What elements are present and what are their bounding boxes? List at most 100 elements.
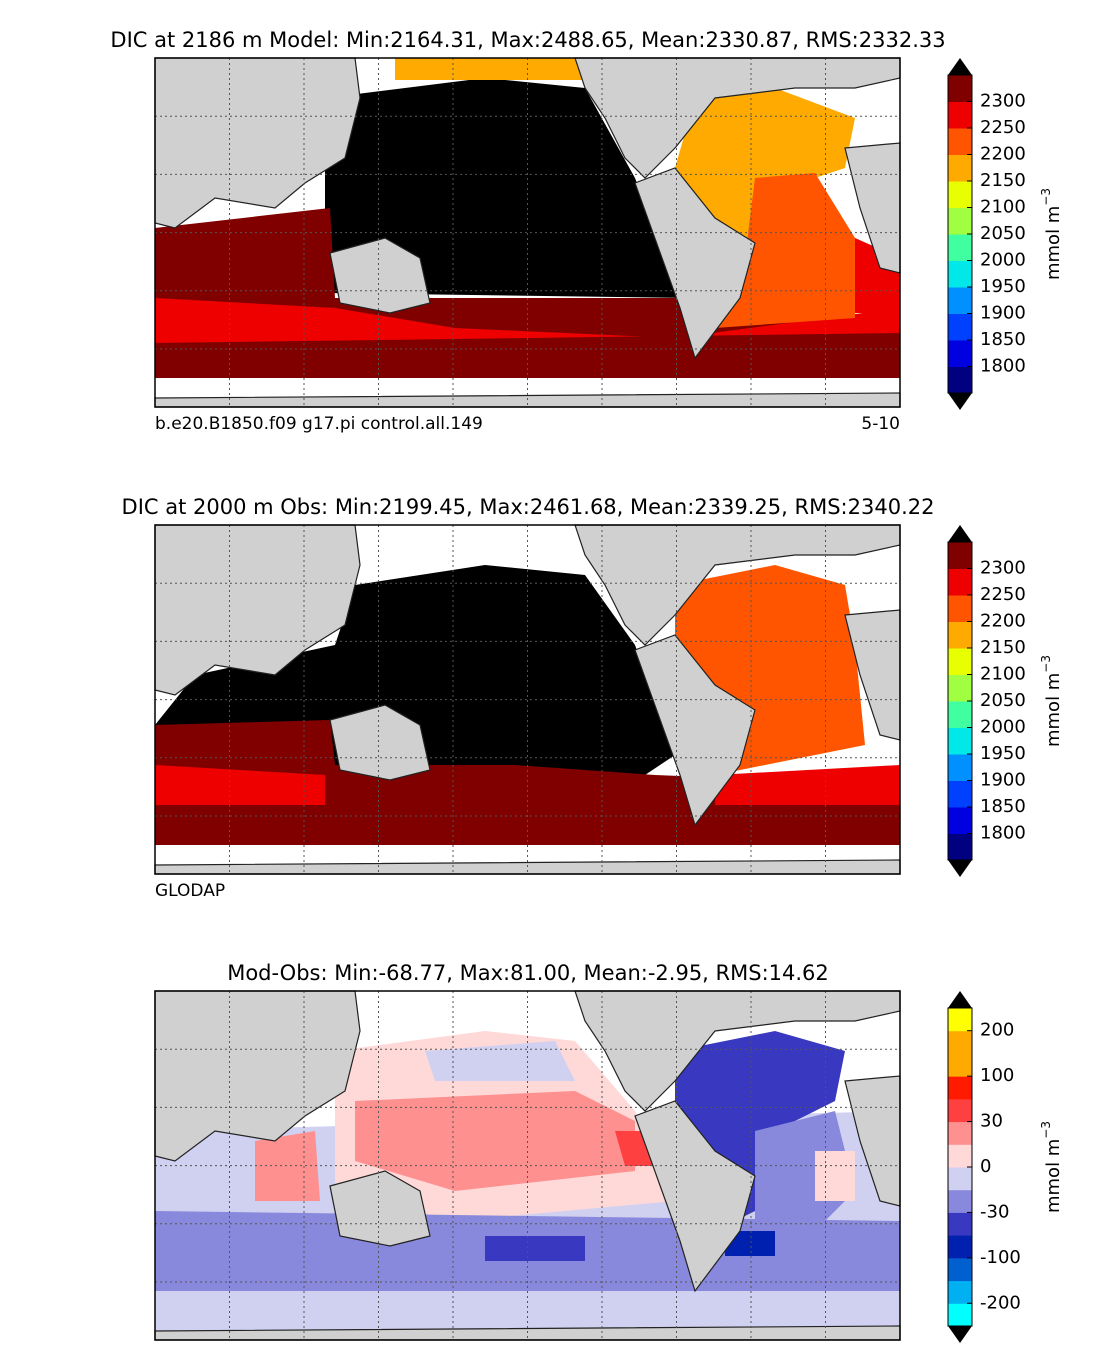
colorbar-tick-label: 2150	[980, 637, 1026, 658]
colorbar-segment	[948, 181, 972, 208]
colorbar-segment	[948, 1189, 972, 1213]
colorbar-tick-label: 2100	[980, 197, 1026, 218]
colorbar-segment	[948, 780, 972, 808]
colorbar-segment	[948, 1235, 972, 1259]
colorbar-tick-label: 2300	[980, 558, 1026, 579]
colorbar-segment	[948, 128, 972, 155]
colorbar-segment	[948, 1121, 972, 1145]
panel: DIC at 2186 m Model: Min:2164.31, Max:24…	[110, 28, 1064, 434]
ocean-field	[155, 765, 325, 805]
colorbar-segment	[948, 1144, 972, 1168]
colorbar-segment	[948, 1053, 972, 1077]
colorbar-segment	[948, 154, 972, 182]
colorbar-segment	[948, 1076, 972, 1100]
ocean-field	[155, 333, 900, 378]
colorbar-label: mmol m−3	[1039, 1121, 1065, 1213]
colorbar-segment	[948, 75, 972, 102]
ocean-field	[725, 1231, 775, 1256]
colorbar-label-unit: mmol m	[1043, 673, 1064, 747]
colorbar-tick-label: 1800	[980, 823, 1026, 844]
colorbar-tick-label: 1800	[980, 356, 1026, 377]
map	[154, 990, 901, 1341]
panel-title: DIC at 2000 m Obs: Min:2199.45, Max:2461…	[122, 495, 935, 519]
colorbar-segment	[948, 1212, 972, 1236]
colorbar-extend-top	[948, 525, 972, 542]
colorbar-tick-label: 2150	[980, 170, 1026, 191]
colorbar-extend-bottom	[948, 1326, 972, 1343]
colorbar-tick-label: 1900	[980, 770, 1026, 791]
colorbar-segment	[948, 727, 972, 755]
map-note: b.e20.B1850.f09 g17.pi control.all.149	[155, 414, 483, 434]
colorbar-tick-label: 2100	[980, 664, 1026, 685]
map-frame	[154, 524, 901, 875]
colorbar-segment	[948, 1098, 972, 1123]
ocean-field	[675, 88, 855, 248]
colorbar-tick-label: 30	[980, 1111, 1003, 1132]
colorbar-segment	[948, 207, 972, 235]
colorbar-segment	[948, 101, 972, 129]
colorbar-segment	[948, 807, 972, 834]
colorbar-extend-bottom	[948, 393, 972, 410]
panel-title: DIC at 2186 m Model: Min:2164.31, Max:24…	[110, 28, 945, 52]
colorbar-segment	[948, 701, 972, 728]
colorbar-segment	[948, 1167, 972, 1191]
colorbar-tick-label: 0	[980, 1156, 991, 1177]
colorbar-segment	[948, 260, 972, 288]
colorbar-segment	[948, 313, 972, 341]
colorbar-segment	[948, 287, 972, 314]
colorbar-segment	[948, 595, 972, 622]
colorbar-segment	[948, 1030, 972, 1054]
map	[154, 57, 901, 408]
ocean-field	[485, 1236, 585, 1261]
colorbar-segment	[948, 340, 972, 367]
colorbar-segment	[948, 568, 972, 596]
colorbar-segment	[948, 366, 972, 394]
colorbar-tick-label: 1950	[980, 743, 1026, 764]
colorbar-tick-label: 1900	[980, 303, 1026, 324]
colorbar-segment	[948, 234, 972, 261]
map-frame	[154, 57, 901, 408]
colorbar-tick-label: 1850	[980, 796, 1026, 817]
colorbar-tick-label: 100	[980, 1065, 1014, 1086]
colorbar-extend-top	[948, 991, 972, 1008]
colorbar-tick-label: 1850	[980, 329, 1026, 350]
colorbar-segment	[948, 674, 972, 702]
panel: DIC at 2000 m Obs: Min:2199.45, Max:2461…	[122, 495, 1064, 901]
colorbar-tick-label: 1950	[980, 276, 1026, 297]
colorbar-segment	[948, 1280, 972, 1304]
colorbar-tick-label: -30	[980, 1201, 1009, 1222]
colorbar-tick-label: 2050	[980, 223, 1026, 244]
colorbar-tick-label: 2200	[980, 611, 1026, 632]
map-frame	[154, 990, 901, 1341]
ocean-field	[715, 765, 900, 805]
colorbar-tick-label: 2000	[980, 717, 1026, 738]
ocean-field	[325, 78, 690, 308]
colorbar-tick-label: -200	[980, 1292, 1021, 1313]
colorbar-segment	[948, 648, 972, 675]
panel: Mod-Obs: Min:-68.77, Max:81.00, Mean:-2.…	[154, 961, 1065, 1343]
ocean-field	[255, 1131, 320, 1201]
ocean-field	[395, 58, 615, 80]
colorbar-segment	[948, 833, 972, 861]
colorbar-segment	[948, 621, 972, 649]
colorbar-segment	[948, 1257, 972, 1282]
map-note: GLODAP	[155, 881, 225, 901]
colorbar-tick-label: -100	[980, 1247, 1021, 1268]
colorbar-tick-label: 2050	[980, 690, 1026, 711]
colorbar-segment	[948, 542, 972, 569]
colorbar-label: mmol m−3	[1039, 188, 1065, 280]
colorbar-tick-label: 200	[980, 1020, 1014, 1041]
colorbar-label: mmol m−3	[1039, 655, 1065, 747]
ocean-field	[155, 720, 900, 845]
colorbar-label-exponent: −3	[1039, 188, 1053, 206]
colorbar-label-exponent: −3	[1039, 655, 1053, 673]
colorbar-extend-bottom	[948, 860, 972, 877]
colorbar-segment	[948, 1008, 972, 1032]
colorbar-tick-label: 2250	[980, 117, 1026, 138]
map	[154, 524, 901, 875]
colorbar-tick-label: 2200	[980, 144, 1026, 165]
panel-title: Mod-Obs: Min:-68.77, Max:81.00, Mean:-2.…	[227, 961, 829, 985]
colorbar-tick-label: 2000	[980, 250, 1026, 271]
colorbar-tick-label: 2250	[980, 584, 1026, 605]
